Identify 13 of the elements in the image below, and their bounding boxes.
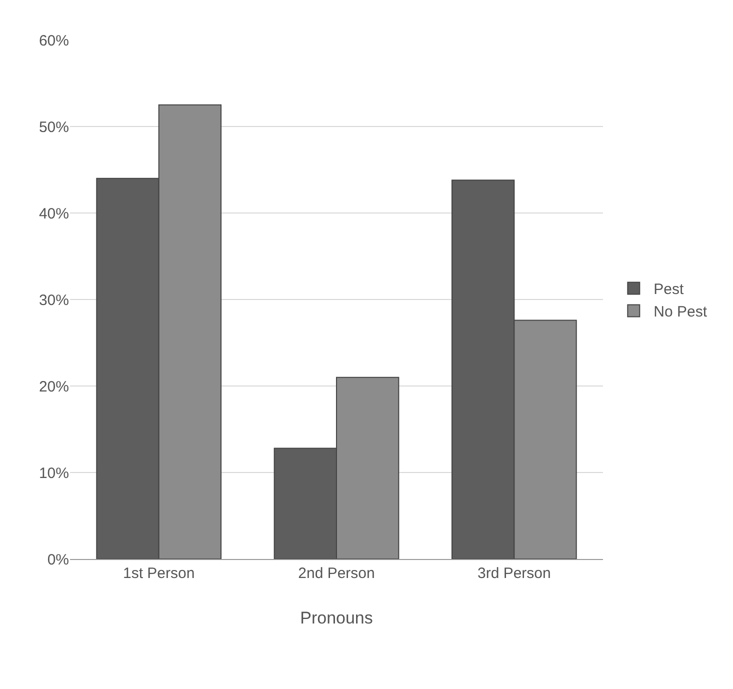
y-tick-label: 30% xyxy=(38,292,69,309)
legend-label: No Pest xyxy=(654,304,708,321)
legend-label: Pest xyxy=(654,281,685,298)
y-tick-label: 50% xyxy=(38,118,69,136)
y-tick-label: 20% xyxy=(38,378,69,396)
y-tick-label: 60% xyxy=(38,32,69,50)
x-tick-label: 3rd Person xyxy=(477,565,551,582)
y-tick-label: 10% xyxy=(38,464,69,482)
y-tick-label: 0% xyxy=(47,551,69,568)
x-tick-label: 2nd Person xyxy=(298,565,375,582)
x-axis-title: Pronouns xyxy=(300,608,373,628)
x-tick-label: 1st Person xyxy=(122,565,195,582)
y-tick-label: 40% xyxy=(38,205,69,222)
